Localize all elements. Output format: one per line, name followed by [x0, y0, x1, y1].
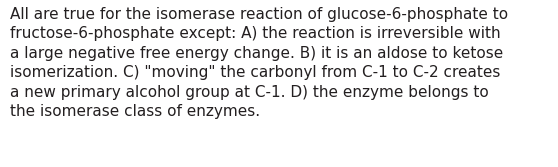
Text: All are true for the isomerase reaction of glucose-6-phosphate to
fructose-6-pho: All are true for the isomerase reaction …: [10, 7, 508, 119]
